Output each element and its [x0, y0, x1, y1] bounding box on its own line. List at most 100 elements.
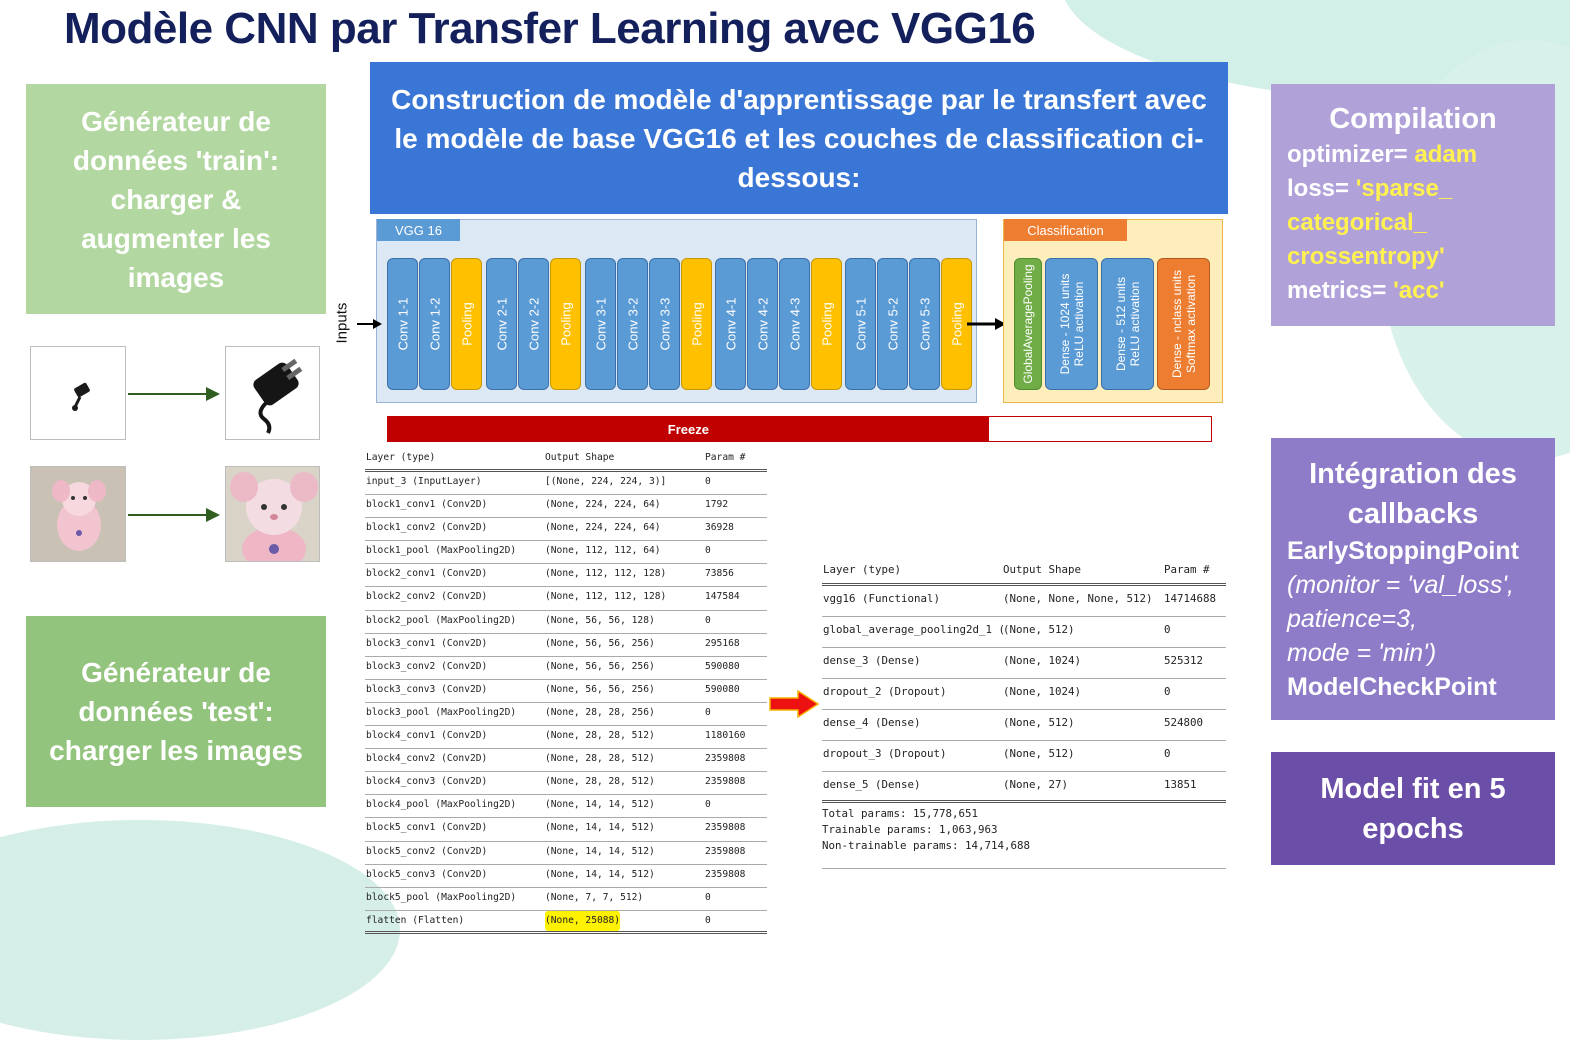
- model-fit-box: Model fit en 5 epochs: [1271, 752, 1555, 865]
- table-cell: (None, 1024): [1003, 654, 1082, 667]
- table-row: block3_pool (MaxPooling2D) (None, 28, 28,…: [365, 703, 767, 727]
- table-cell: block1_conv1 (Conv2D): [366, 499, 488, 511]
- optimizer-value: adam: [1414, 140, 1478, 168]
- loss-value-part2: categorical_: [1287, 208, 1428, 236]
- callbacks-heading: Intégration des callbacks: [1309, 458, 1517, 530]
- vgg-layer-conv-5-1: Conv 5-1: [845, 258, 876, 390]
- table-cell: 0: [1164, 685, 1171, 698]
- vgg-layer-label: Conv 2-2: [526, 297, 541, 351]
- table-cell: block5_conv2 (Conv2D): [366, 845, 488, 857]
- final-model-summary: Layer (type) Output Shape Param # vgg16 (Fu…: [822, 560, 1226, 869]
- table-cell: (None, 112, 112, 128): [545, 591, 667, 603]
- metrics-label: metrics=: [1287, 276, 1387, 304]
- vgg-to-classification-arrow: [967, 318, 1006, 330]
- table-cell: block3_conv1 (Conv2D): [366, 637, 488, 649]
- table-cell: (None, 7, 7, 512): [545, 891, 644, 903]
- classification-layer-label: Dense - 512 units ReLU activation: [1113, 276, 1142, 372]
- summary-header-cell: Param #: [1164, 563, 1210, 576]
- table-cell: (None, 28, 28, 512): [545, 730, 655, 742]
- table-cell: block2_conv1 (Conv2D): [366, 568, 488, 580]
- table-row: block3_conv3 (Conv2D) (None, 56, 56, 256)…: [365, 680, 767, 703]
- table-cell: 0: [705, 914, 711, 926]
- table-row: block3_conv2 (Conv2D) (None, 56, 56, 256)…: [365, 657, 767, 680]
- table-cell: (None, 512): [1003, 623, 1075, 636]
- table-cell: (None, 56, 56, 256): [545, 683, 655, 695]
- table-cell: 590080: [705, 683, 740, 695]
- vgg16-tag-label: VGG 16: [395, 222, 442, 238]
- table-cell: vgg16 (Functional): [823, 592, 941, 605]
- table-cell: 2359808: [705, 845, 746, 857]
- table-cell: (None, 112, 112, 128): [545, 568, 667, 580]
- table-cell: 524800: [1164, 716, 1204, 729]
- plush-large-picture: [226, 467, 319, 561]
- table-row: dense_3 (Dense) (None, 1024) 525312: [822, 648, 1226, 679]
- table-cell: [(None, 224, 224, 3)]: [545, 476, 667, 487]
- table-cell: (None, 28, 28, 256): [545, 706, 655, 718]
- summary-totals: Total params: 15,778,651 Trainable params…: [822, 803, 1226, 869]
- table-cell: dense_5 (Dense): [823, 778, 921, 791]
- vgg-layer-conv-1-1: Conv 1-1: [387, 258, 418, 390]
- vgg-layer-conv-2-1: Conv 2-1: [486, 258, 517, 390]
- dense-softmax-layer: Dense - nclass units Softmax activation: [1157, 258, 1210, 390]
- table-cell: 0: [1164, 747, 1171, 760]
- classification-layer-label: Dense - 1024 units ReLU activation: [1057, 273, 1086, 375]
- dense-512-layer: Dense - 512 units ReLU activation: [1101, 258, 1154, 390]
- callbacks-box: Intégration des callbacks EarlyStoppingP…: [1271, 438, 1555, 720]
- table-cell: (None, 14, 14, 512): [545, 799, 655, 811]
- vgg-layer-pooling-1: Pooling: [451, 258, 482, 390]
- train-generator-text: Générateur de données 'train': charger &…: [72, 105, 280, 293]
- table-row: global_average_pooling2d_1 ((None, 512) 0: [822, 617, 1226, 648]
- table-cell: global_average_pooling2d_1 (: [823, 623, 1006, 636]
- vgg-layer-conv-5-3: Conv 5-3: [909, 258, 940, 390]
- vgg-layer-conv-2-2: Conv 2-2: [518, 258, 549, 390]
- table-cell: block3_conv2 (Conv2D): [366, 660, 488, 672]
- early-stopping-param-patience: patience=3,: [1287, 605, 1417, 633]
- summary-total-non-trainable: Non-trainable params: 14,714,688: [822, 839, 1031, 852]
- table-cell: 2359808: [705, 753, 746, 765]
- table-row: flatten (Flatten) (None, 25088) 0: [365, 910, 767, 934]
- table-cell: block2_pool (MaxPooling2D): [366, 614, 517, 626]
- table-cell: 525312: [1164, 654, 1204, 667]
- table-cell: dropout_3 (Dropout): [823, 747, 947, 760]
- loss-line: loss= 'sparse_: [1287, 172, 1539, 206]
- table-cell: block1_conv2 (Conv2D): [366, 522, 488, 534]
- vgg-layer-conv-1-2: Conv 1-2: [419, 258, 450, 390]
- table-cell: 590080: [705, 660, 740, 672]
- table-cell: 0: [1164, 623, 1171, 636]
- table-cell: (None, 56, 56, 256): [545, 637, 655, 649]
- plush-large-image: [225, 466, 320, 562]
- table-cell: 0: [705, 799, 711, 811]
- table-cell: (None, 14, 14, 512): [545, 822, 655, 834]
- table-cell: (None, 28, 28, 512): [545, 776, 655, 788]
- early-stopping-label: EarlyStoppingPoint: [1287, 537, 1519, 565]
- summary-total-total: Total params: 15,778,651: [822, 807, 979, 820]
- loss-label: loss=: [1287, 174, 1350, 202]
- vgg-layer-conv-4-1: Conv 4-1: [715, 258, 746, 390]
- red-arrow-icon: [769, 690, 820, 718]
- table-row: block1_pool (MaxPooling2D) (None, 112, 11…: [365, 541, 767, 565]
- vgg-layer-label: Pooling: [459, 302, 474, 346]
- table-cell: block4_conv1 (Conv2D): [366, 730, 488, 742]
- vgg-layer-label: Conv 1-1: [395, 297, 410, 351]
- vgg-layer-conv-5-2: Conv 5-2: [877, 258, 908, 390]
- metrics-value: 'acc': [1393, 276, 1445, 304]
- table-cell: block4_conv3 (Conv2D): [366, 776, 488, 788]
- early-stopping-param-mode: mode = 'min'): [1287, 639, 1437, 667]
- augment-arrow-2: [128, 514, 210, 516]
- summary-header-cell: Param #: [705, 452, 746, 463]
- vgg16-tag: VGG 16: [377, 219, 460, 241]
- table-row: block5_conv2 (Conv2D) (None, 14, 14, 512)…: [365, 842, 767, 865]
- table-cell: 0: [705, 706, 711, 718]
- vgg-layer-label: Pooling: [689, 302, 704, 346]
- summary-header-cell: Output Shape: [545, 452, 615, 463]
- table-cell: block2_conv2 (Conv2D): [366, 591, 488, 603]
- test-generator-box: Générateur de données 'test': charger le…: [26, 616, 326, 807]
- table-cell: (None, 27): [1003, 778, 1069, 791]
- table-cell: (None, None, None, 512): [1003, 592, 1153, 605]
- table-cell: 13851: [1164, 778, 1197, 791]
- table-cell: 147584: [705, 591, 740, 603]
- charger-small-image: [30, 346, 126, 440]
- table-cell: 0: [705, 476, 711, 487]
- table-cell: (None, 112, 112, 64): [545, 545, 661, 557]
- vgg-layer-label: Conv 5-2: [885, 297, 900, 351]
